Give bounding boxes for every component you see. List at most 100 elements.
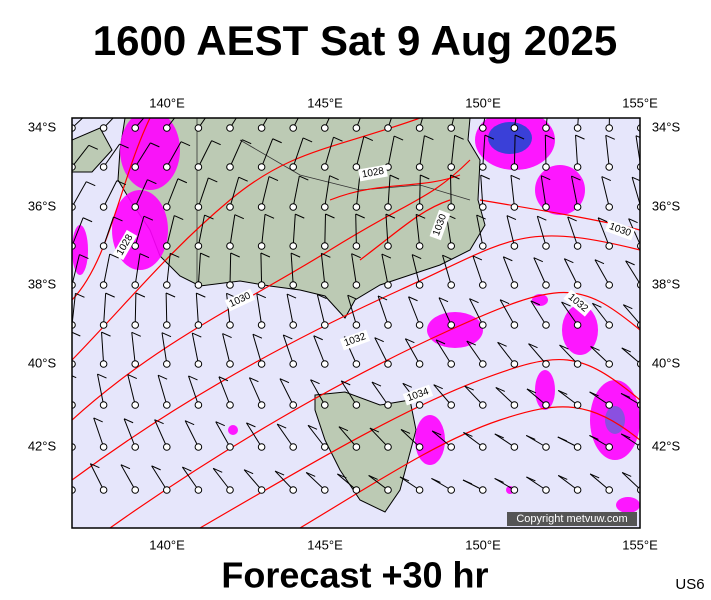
barb-staff	[96, 373, 105, 406]
barb-staff	[134, 142, 151, 168]
barb-staff	[166, 141, 182, 168]
station	[542, 321, 550, 329]
station	[99, 124, 108, 132]
barb-staff	[482, 118, 486, 129]
barb-flag	[635, 135, 640, 138]
barb-flag	[256, 293, 267, 299]
barb-flag	[307, 424, 318, 430]
station	[384, 401, 392, 409]
barb-flag	[499, 299, 510, 305]
barb-staff	[533, 257, 547, 286]
station	[352, 203, 361, 211]
station	[257, 321, 266, 329]
barb-staff	[404, 338, 421, 365]
barb-flag	[351, 253, 361, 259]
lat-label: 34°S	[28, 119, 57, 134]
barb-flag	[333, 136, 343, 142]
station	[415, 401, 424, 409]
station	[605, 163, 614, 171]
station	[131, 360, 139, 368]
barb-flag	[200, 252, 210, 258]
barb-staff	[195, 293, 199, 326]
barb-staff	[338, 426, 357, 448]
lat-label: 34°S	[652, 119, 681, 134]
barb-flag	[177, 178, 188, 184]
station	[131, 281, 139, 289]
station	[415, 281, 424, 289]
barb-staff	[526, 388, 547, 406]
isobar	[72, 235, 640, 481]
barb-flag	[234, 214, 244, 220]
station	[163, 124, 171, 132]
station	[289, 281, 298, 289]
barb-flag	[165, 292, 176, 298]
barb-flag	[411, 254, 422, 260]
barb-flag	[246, 422, 256, 428]
barb-staff	[419, 175, 421, 208]
isobar-label-box	[563, 289, 593, 317]
barb-staff	[103, 253, 111, 286]
barb-flag	[218, 376, 229, 382]
station	[72, 360, 76, 368]
station	[163, 360, 171, 368]
barb-staff	[625, 260, 640, 285]
barb-flag	[506, 215, 517, 221]
barb-staff	[589, 391, 610, 406]
barb-staff	[248, 377, 263, 406]
barb-staff	[229, 177, 240, 208]
barb-staff	[590, 346, 610, 365]
barb-staff	[575, 135, 579, 168]
barb-flag	[541, 175, 551, 181]
station	[415, 443, 424, 451]
station	[289, 124, 298, 132]
barb-flag	[377, 295, 388, 301]
barb-flag	[545, 134, 555, 140]
isobar	[72, 159, 471, 421]
station	[163, 242, 171, 250]
rain-area	[616, 497, 640, 513]
station	[163, 281, 171, 289]
barb-staff	[476, 214, 484, 247]
barb-staff	[628, 218, 640, 246]
barb-flag	[558, 474, 568, 480]
station	[384, 203, 392, 211]
barb-flag	[120, 464, 131, 470]
station	[72, 124, 76, 132]
station	[510, 321, 519, 329]
station	[163, 443, 171, 451]
station	[415, 203, 424, 211]
station	[289, 163, 298, 171]
barb-staff	[246, 422, 263, 448]
barb-flag	[628, 218, 638, 224]
station	[510, 360, 519, 368]
station	[479, 443, 487, 451]
barb-staff	[72, 254, 80, 286]
barb-staff	[103, 216, 114, 247]
isobar-label-box	[224, 288, 256, 312]
barb-staff	[371, 381, 389, 406]
barb-staff	[256, 293, 263, 326]
station	[605, 360, 614, 368]
barb-flag	[589, 435, 599, 440]
isobar-label-text: 1028	[361, 166, 385, 181]
barb-staff	[261, 214, 266, 247]
station	[542, 203, 550, 211]
station	[447, 124, 456, 132]
barb-flag	[79, 254, 89, 260]
lat-label: 38°S	[28, 276, 57, 291]
barb-staff	[377, 295, 389, 326]
barb-flag	[86, 181, 96, 187]
map-frame	[71, 117, 641, 529]
barb-flag	[97, 373, 107, 379]
barb-flag	[341, 380, 351, 386]
isobar	[359, 199, 451, 261]
barb-flag	[157, 374, 168, 380]
barb-flag	[252, 333, 263, 339]
lat-label: 36°S	[28, 198, 57, 213]
barb-staff	[261, 176, 270, 208]
station	[542, 124, 550, 132]
lat-label: 42°S	[652, 438, 681, 453]
station	[447, 281, 456, 289]
rain-area	[535, 165, 585, 215]
barb-staff	[411, 254, 421, 286]
